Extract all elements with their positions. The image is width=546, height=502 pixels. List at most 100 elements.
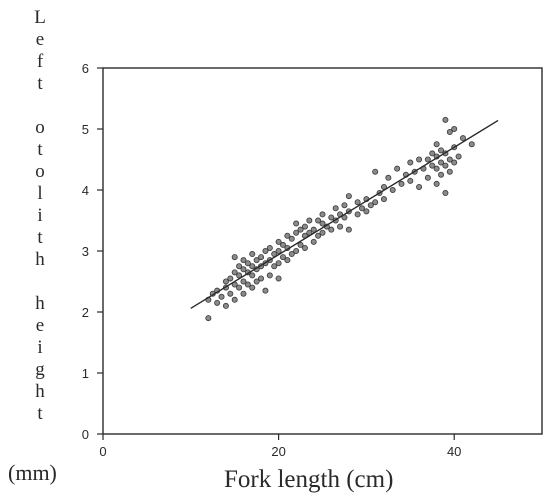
y-tick-label: 3: [82, 244, 89, 259]
data-point: [438, 159, 445, 166]
y-axis-label-letter: i: [37, 205, 43, 226]
y-axis-label-letter: h: [35, 293, 45, 314]
data-point: [442, 116, 449, 123]
data-point: [372, 168, 379, 175]
plot-frame: [102, 67, 543, 435]
y-axis-label-letter: t: [37, 139, 43, 160]
y-axis-label-letter: f: [36, 51, 44, 72]
data-point: [275, 238, 282, 245]
data-point: [446, 129, 453, 136]
data-point: [249, 284, 256, 291]
data-point: [262, 247, 269, 254]
data-point: [253, 278, 260, 285]
data-point: [227, 290, 234, 297]
data-point: [279, 254, 286, 261]
data-point: [293, 229, 300, 236]
y-tick-label: 2: [82, 305, 89, 320]
data-point: [429, 150, 436, 157]
data-point: [244, 260, 251, 267]
data-point: [363, 208, 370, 215]
data-point: [354, 211, 361, 218]
data-point: [205, 315, 212, 322]
data-point: [297, 241, 304, 248]
data-point: [227, 275, 234, 282]
x-tick-label: 0: [99, 444, 106, 459]
y-axis-label-letter: o: [35, 161, 45, 182]
data-point: [424, 156, 431, 163]
data-point: [315, 217, 322, 224]
data-points: [205, 116, 475, 322]
data-point: [341, 202, 348, 209]
data-point: [385, 174, 392, 181]
data-point: [266, 272, 273, 279]
y-axis-label-letter: h: [35, 381, 45, 402]
data-point: [275, 260, 282, 267]
data-point: [240, 266, 247, 273]
data-point: [319, 220, 326, 227]
data-point: [424, 174, 431, 181]
x-axis-label: Fork length (cm): [224, 466, 394, 493]
data-point: [442, 162, 449, 169]
y-axis-label-letter: t: [37, 403, 43, 424]
data-point: [389, 186, 396, 193]
y-tick-label: 4: [82, 183, 89, 198]
data-point: [240, 257, 247, 264]
regression-line-group: [190, 119, 499, 309]
data-point: [455, 153, 462, 160]
y-axis-label-letter: h: [35, 249, 45, 270]
data-point: [451, 159, 458, 166]
data-point: [442, 190, 449, 197]
data-point: [236, 284, 243, 291]
data-point: [398, 180, 405, 187]
regression-line: [190, 119, 499, 309]
data-point: [279, 241, 286, 248]
data-point: [446, 168, 453, 175]
data-point: [262, 287, 269, 294]
data-point: [310, 238, 317, 245]
data-point: [345, 193, 352, 200]
data-point: [284, 232, 291, 239]
data-point: [297, 226, 304, 233]
data-point: [451, 126, 458, 133]
data-point: [240, 290, 247, 297]
data-point: [354, 199, 361, 206]
data-point: [249, 272, 256, 279]
data-point: [416, 156, 423, 163]
data-point: [231, 296, 238, 303]
data-point: [288, 235, 295, 242]
data-point: [310, 226, 317, 233]
data-point: [231, 254, 238, 261]
data-point: [345, 226, 352, 233]
x-axis-ticks: 0 20 40: [99, 434, 461, 459]
data-point: [231, 269, 238, 276]
data-point: [367, 202, 374, 209]
y-axis-ticks: 0 1 2 3 4 5 6: [82, 61, 103, 442]
data-point: [433, 165, 440, 172]
data-point: [429, 162, 436, 169]
data-point: [407, 177, 414, 184]
y-axis-label-letter: i: [37, 337, 43, 358]
y-axis-label-letter: o: [35, 117, 45, 138]
y-tick-label: 5: [82, 122, 89, 137]
data-point: [258, 254, 265, 261]
data-point: [249, 251, 256, 258]
data-point: [328, 226, 335, 233]
data-point: [315, 232, 322, 239]
data-point: [240, 278, 247, 285]
data-point: [266, 244, 273, 251]
data-point: [253, 257, 260, 264]
data-point: [328, 214, 335, 221]
data-point: [372, 199, 379, 206]
data-point: [319, 229, 326, 236]
data-point: [275, 275, 282, 282]
data-point: [284, 257, 291, 264]
data-point: [301, 223, 308, 230]
data-point: [446, 156, 453, 163]
data-point: [222, 278, 229, 285]
data-point: [438, 147, 445, 154]
data-point: [288, 251, 295, 258]
data-point: [249, 263, 256, 270]
data-point: [306, 217, 313, 224]
data-point: [236, 263, 243, 270]
data-point: [459, 135, 466, 142]
